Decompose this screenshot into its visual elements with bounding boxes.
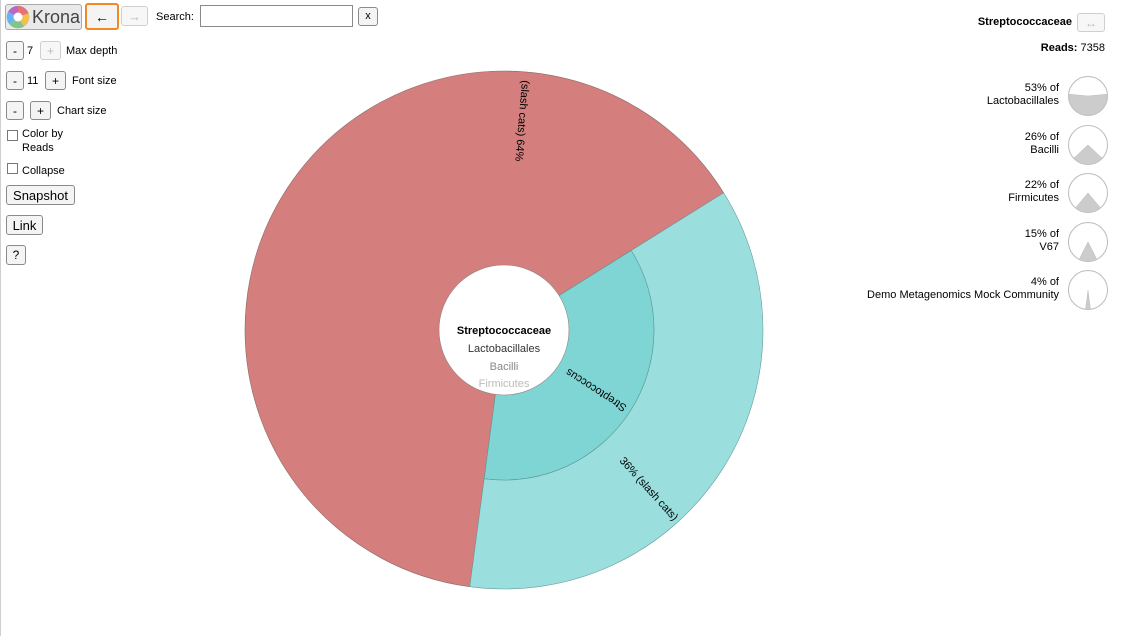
ancestor-name[interactable]: Firmicutes bbox=[1008, 192, 1059, 204]
forward-button[interactable]: → bbox=[121, 6, 148, 26]
color-by-label-line1: Color by bbox=[22, 128, 63, 140]
color-by-reads-checkbox[interactable] bbox=[7, 130, 18, 141]
ancestor-percent: 53% of bbox=[1024, 82, 1059, 94]
link-button[interactable]: Link bbox=[6, 215, 43, 235]
max-depth-minus-button[interactable]: - bbox=[6, 41, 24, 60]
ancestor-percent: 22% of bbox=[1024, 179, 1059, 191]
search-clear-button[interactable]: x bbox=[358, 7, 378, 26]
center-label-parent[interactable]: Lactobacillales bbox=[468, 343, 541, 355]
collapse-label: Collapse bbox=[22, 165, 65, 177]
ancestor-pie[interactable] bbox=[1067, 172, 1109, 214]
max-depth-value: 7 bbox=[27, 45, 34, 57]
snapshot-button[interactable]: Snapshot bbox=[6, 185, 75, 205]
expand-button[interactable]: ↔ bbox=[1077, 13, 1105, 32]
color-by-label-line2: Reads bbox=[22, 142, 54, 154]
help-button[interactable]: ? bbox=[6, 245, 26, 265]
ancestor-percent: 4% of bbox=[1030, 276, 1059, 288]
ancestor-name[interactable]: Demo Metagenomics Mock Community bbox=[867, 289, 1059, 301]
max-depth-label: Max depth bbox=[66, 45, 118, 57]
center-label-great-grandparent[interactable]: Firmicutes bbox=[479, 378, 530, 390]
krona-logo-icon bbox=[6, 5, 30, 29]
ancestor-pie-wedge bbox=[1073, 144, 1103, 165]
ancestor-pie[interactable] bbox=[1067, 75, 1109, 117]
reads-label: Reads: bbox=[1040, 42, 1078, 54]
ancestor-pie-wedge bbox=[1085, 289, 1091, 310]
chart-size-label: Chart size bbox=[57, 105, 107, 117]
ancestor-pie-wedge bbox=[1068, 93, 1108, 116]
ancestor-pie[interactable] bbox=[1067, 124, 1109, 166]
back-button[interactable]: ← bbox=[85, 3, 119, 30]
left-border bbox=[0, 0, 1, 636]
reads-value: 7358 bbox=[1080, 42, 1105, 54]
details-title: Streptococcaceae bbox=[977, 16, 1072, 28]
ancestor-name[interactable]: Lactobacillales bbox=[986, 95, 1059, 107]
search-label: Search: bbox=[156, 11, 194, 23]
center-label-current[interactable]: Streptococcaceae bbox=[457, 325, 551, 337]
collapse-checkbox[interactable] bbox=[7, 163, 18, 174]
center-label-grandparent[interactable]: Bacilli bbox=[490, 361, 519, 373]
font-size-label: Font size bbox=[72, 75, 117, 87]
ancestor-percent: 26% of bbox=[1024, 130, 1059, 143]
reads-readout: Reads: 7358 bbox=[1041, 42, 1105, 54]
max-depth-plus-button[interactable]: + bbox=[40, 41, 61, 60]
ancestor-pie-wedge bbox=[1075, 192, 1101, 213]
font-size-minus-button[interactable]: - bbox=[6, 71, 24, 90]
krona-logo[interactable]: Krona bbox=[5, 4, 82, 30]
chart-center[interactable] bbox=[438, 264, 570, 396]
ancestor-name[interactable]: V67 bbox=[1039, 240, 1059, 253]
ancestor-percent: 15% of bbox=[1024, 227, 1059, 240]
chart-size-plus-button[interactable]: + bbox=[30, 101, 51, 120]
ancestor-pie-wedge bbox=[1078, 240, 1098, 262]
slice-streptococcus[interactable] bbox=[483, 250, 655, 481]
font-size-value: 11 bbox=[27, 75, 39, 87]
search-input[interactable] bbox=[200, 5, 353, 27]
chart-size-minus-button[interactable]: - bbox=[6, 101, 24, 120]
ancestor-name[interactable]: Bacilli bbox=[1030, 143, 1059, 156]
ancestor-pie[interactable] bbox=[1067, 221, 1109, 263]
font-size-plus-button[interactable]: + bbox=[45, 71, 66, 90]
krona-logo-text: Krona bbox=[32, 6, 81, 27]
ancestor-pie[interactable] bbox=[1067, 269, 1109, 311]
